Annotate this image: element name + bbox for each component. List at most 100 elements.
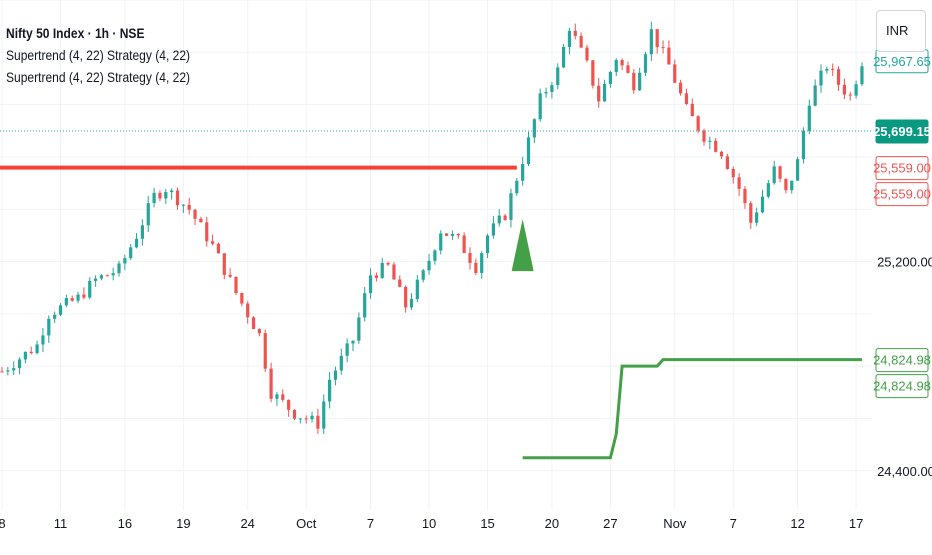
candle-body [509, 193, 513, 220]
candle-body [439, 233, 443, 251]
candle-body [333, 370, 338, 380]
candle-body [836, 69, 841, 85]
candle-body [749, 203, 753, 223]
candle-body [737, 177, 741, 189]
candle-body [526, 137, 531, 164]
candle-body [632, 72, 636, 91]
candle-body [64, 298, 68, 306]
candle-body [614, 60, 618, 72]
x-tick-label: 8 [0, 516, 6, 531]
candle-body [620, 60, 624, 66]
candle-body [287, 399, 291, 410]
candle-body [421, 270, 425, 280]
candle-body [269, 368, 273, 399]
x-tick-label: 15 [480, 516, 494, 531]
candle-body [292, 409, 297, 419]
candle-body [854, 84, 858, 96]
candle-body [766, 183, 770, 197]
candle-body [655, 29, 659, 48]
candle-body [129, 247, 133, 259]
candle-body [58, 305, 63, 315]
candle-body [556, 67, 560, 86]
candle-body [673, 64, 677, 83]
candle-body [825, 68, 829, 71]
price-label-box [875, 182, 929, 207]
candle-body [474, 262, 478, 273]
candle-body [298, 418, 302, 420]
candle-body [573, 30, 577, 36]
price-label-text: 25,967.65 [873, 54, 931, 69]
price-label-text: 25,699.15 [873, 124, 931, 139]
chart-legend: Nifty 50 Index · 1h · NSE Supertrend (4,… [6, 22, 220, 88]
candle-body [205, 222, 209, 242]
candle-body [731, 168, 735, 178]
candle-body [234, 276, 238, 294]
candle-body [134, 238, 139, 248]
indicator-legend-1[interactable]: Supertrend (4, 22) Strategy (4, 22) [6, 47, 191, 63]
candle-body [187, 204, 191, 210]
candle-body [591, 60, 595, 86]
candle-body [708, 140, 712, 142]
candle-body [819, 70, 823, 86]
candle-body [392, 264, 396, 280]
candle-body [462, 235, 466, 253]
candle-body [491, 223, 495, 236]
candle-body [164, 192, 168, 199]
candle-body [35, 344, 39, 354]
price-label-box [875, 119, 929, 144]
price-label-text: 24,824.98 [873, 353, 931, 368]
candle-body [94, 278, 98, 281]
price-label-box [875, 348, 929, 373]
x-tick-label: Oct [296, 516, 317, 531]
supertrend-up-line [522, 358, 862, 460]
candle-body [667, 47, 671, 65]
candle-body [602, 83, 607, 102]
candles [0, 21, 864, 434]
x-tick-label: 19 [176, 516, 190, 531]
candle-body [679, 82, 683, 94]
candle-body [743, 188, 747, 204]
candle-body [515, 180, 519, 194]
candle-body [784, 178, 788, 191]
candle-body [304, 418, 308, 420]
candle-body [76, 294, 80, 301]
candle-body [211, 241, 215, 244]
candle-body [374, 275, 378, 278]
candle-body [275, 394, 279, 399]
price-label-text: 25,559.00 [873, 161, 931, 176]
candle-body [772, 166, 776, 184]
candle-body [240, 293, 244, 304]
x-tick-label: 11 [54, 516, 68, 531]
x-tick-label: 24 [240, 516, 254, 531]
candle-body [778, 166, 782, 179]
x-tick-label: 27 [603, 516, 617, 531]
candle-body [181, 204, 185, 206]
candle-body [316, 415, 320, 429]
x-tick-label: 7 [730, 516, 737, 531]
candle-body [263, 333, 267, 369]
candle-body [497, 215, 501, 224]
candle-body [638, 72, 642, 91]
candle-body [310, 415, 314, 420]
candle-body [0, 371, 4, 373]
candle-body [380, 262, 384, 278]
candle-body [562, 46, 566, 68]
candle-body [503, 215, 507, 220]
candle-body [725, 156, 729, 169]
buy-signal-triangle [511, 219, 534, 272]
price-label-text: 25,559.00 [873, 187, 931, 202]
candle-body [807, 105, 811, 131]
symbol-title[interactable]: Nifty 50 Index · 1h · NSE [6, 25, 145, 41]
indicator-legend-2[interactable]: Supertrend (4, 22) Strategy (4, 22) [6, 69, 191, 85]
axes: 8 11 16 19 24 Oct 7 10 15 20 27 Nov 7 12 17 24,400.00 25… [0, 49, 932, 531]
candle-body [626, 65, 630, 73]
candle-body [6, 370, 10, 372]
candle-body [456, 233, 460, 236]
candle-body [117, 263, 121, 274]
candle-body [485, 235, 490, 254]
candle-body [328, 379, 332, 402]
currency-button[interactable]: INR [876, 10, 926, 52]
candle-body [719, 151, 724, 157]
